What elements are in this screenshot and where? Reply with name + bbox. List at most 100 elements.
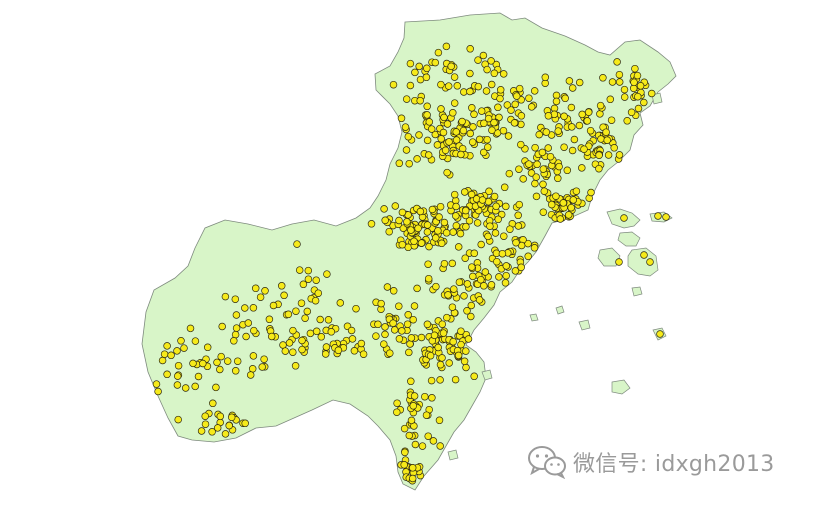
map-marker <box>604 151 613 159</box>
map-marker <box>281 347 290 355</box>
map-marker <box>256 293 265 301</box>
map-marker <box>231 295 240 303</box>
map-marker <box>482 87 491 95</box>
map-marker <box>246 371 255 379</box>
map-marker <box>359 350 368 358</box>
map-marker <box>503 101 512 109</box>
map-marker <box>403 218 411 226</box>
map-marker <box>250 326 258 335</box>
map-marker <box>467 190 476 199</box>
map-marker <box>555 162 563 171</box>
map-marker <box>470 110 478 119</box>
map-marker <box>547 200 556 209</box>
map-marker <box>640 251 648 259</box>
map-marker <box>233 357 242 365</box>
map-marker <box>462 347 470 355</box>
map-marker <box>402 146 411 154</box>
map-marker <box>480 282 488 290</box>
map-marker <box>490 192 499 201</box>
map-marker <box>301 314 309 322</box>
map-marker <box>494 103 502 112</box>
map-marker <box>334 346 343 355</box>
map-marker <box>201 412 209 420</box>
map-marker <box>525 94 533 102</box>
map-marker <box>391 202 400 210</box>
map-marker <box>434 343 442 352</box>
wechat-icon <box>528 446 566 479</box>
map-marker <box>584 108 593 116</box>
map-marker <box>450 73 459 81</box>
map-marker <box>367 220 376 228</box>
map-marker <box>470 249 479 258</box>
map-marker <box>352 304 360 313</box>
map-marker <box>491 229 500 237</box>
map-marker <box>449 337 457 346</box>
map-marker <box>430 331 439 340</box>
map-marker <box>397 114 406 123</box>
map-marker <box>444 291 452 299</box>
map-marker <box>389 319 397 327</box>
map-marker <box>505 169 514 178</box>
map-marker <box>414 224 422 233</box>
map-marker <box>620 85 629 94</box>
map-marker <box>457 327 465 335</box>
map-marker <box>531 179 539 188</box>
map-marker <box>221 292 230 301</box>
map-marker <box>260 355 268 363</box>
map-marker <box>460 188 469 196</box>
map-marker <box>304 275 313 283</box>
map-marker <box>407 226 415 234</box>
map-marker <box>177 337 185 345</box>
map-marker <box>416 207 425 216</box>
map-marker <box>312 276 320 284</box>
map-marker <box>568 84 577 92</box>
map-marker <box>539 208 548 216</box>
map-marker <box>417 239 426 247</box>
map-marker <box>291 362 300 370</box>
map-marker <box>507 106 515 114</box>
map-marker <box>221 430 230 438</box>
map-marker <box>461 254 469 262</box>
map-marker <box>539 165 548 173</box>
map-marker <box>615 151 624 159</box>
map-marker <box>417 333 426 342</box>
map-marker <box>406 81 415 90</box>
map-marker <box>578 110 586 119</box>
map-marker <box>570 135 579 144</box>
map-marker <box>415 131 423 139</box>
map-marker <box>213 424 222 432</box>
map-marker <box>428 205 437 214</box>
map-marker <box>284 310 293 319</box>
map-marker <box>466 87 474 96</box>
map-marker <box>452 212 460 220</box>
map-marker <box>380 340 388 348</box>
map-marker <box>163 370 171 379</box>
watermark: 微信号: idxgh2013 <box>527 445 775 479</box>
map-marker <box>478 196 487 204</box>
map-marker <box>517 112 526 120</box>
map-marker <box>336 299 345 307</box>
map-marker <box>398 240 407 249</box>
map-marker <box>532 192 541 201</box>
map-marker <box>452 202 460 211</box>
map-marker <box>525 160 533 168</box>
map-marker <box>539 180 547 189</box>
map-marker <box>578 164 586 172</box>
map-marker <box>445 138 453 146</box>
map-marker <box>597 135 605 143</box>
map-marker <box>623 117 631 125</box>
map-marker <box>469 272 477 281</box>
map-marker <box>405 348 413 357</box>
map-marker <box>386 349 394 357</box>
map-marker <box>424 260 432 268</box>
map-marker <box>484 143 492 151</box>
map-marker <box>602 128 610 136</box>
map-marker <box>466 45 474 53</box>
map-marker <box>434 227 442 235</box>
map-marker <box>463 307 471 315</box>
map-marker <box>404 132 413 141</box>
map-marker <box>546 152 555 161</box>
map-marker <box>654 212 662 220</box>
map-marker <box>377 299 385 308</box>
